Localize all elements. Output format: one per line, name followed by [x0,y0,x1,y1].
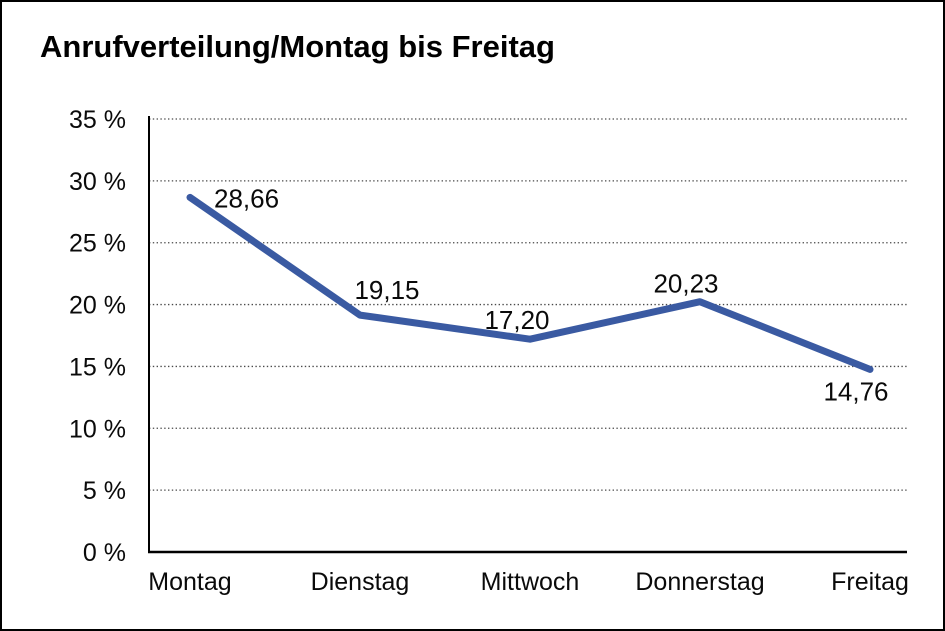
x-category-label: Mittwoch [481,568,580,596]
y-tick-label: 30 % [69,168,126,196]
x-category-label: Freitag [831,568,909,596]
chart-title: Anrufverteilung/Montag bis Freitag [40,29,555,64]
x-category-label: Donnerstag [635,568,764,596]
y-tick-label: 0 % [83,539,126,567]
x-category-label: Dienstag [311,568,410,596]
x-category-label: Montag [148,568,231,596]
data-point-label: 20,23 [653,269,718,299]
y-tick-label: 5 % [83,477,126,505]
y-tick-label: 25 % [69,230,126,258]
data-point-label: 14,76 [823,376,888,406]
data-point-label: 17,20 [484,305,549,335]
y-tick-label: 15 % [69,353,126,381]
y-tick-label: 10 % [69,415,126,443]
data-point-label: 28,66 [214,183,279,213]
y-tick-label: 35 % [69,106,126,134]
data-point-label: 19,15 [354,275,419,305]
data-line [186,193,874,373]
y-tick-label: 20 % [69,292,126,320]
